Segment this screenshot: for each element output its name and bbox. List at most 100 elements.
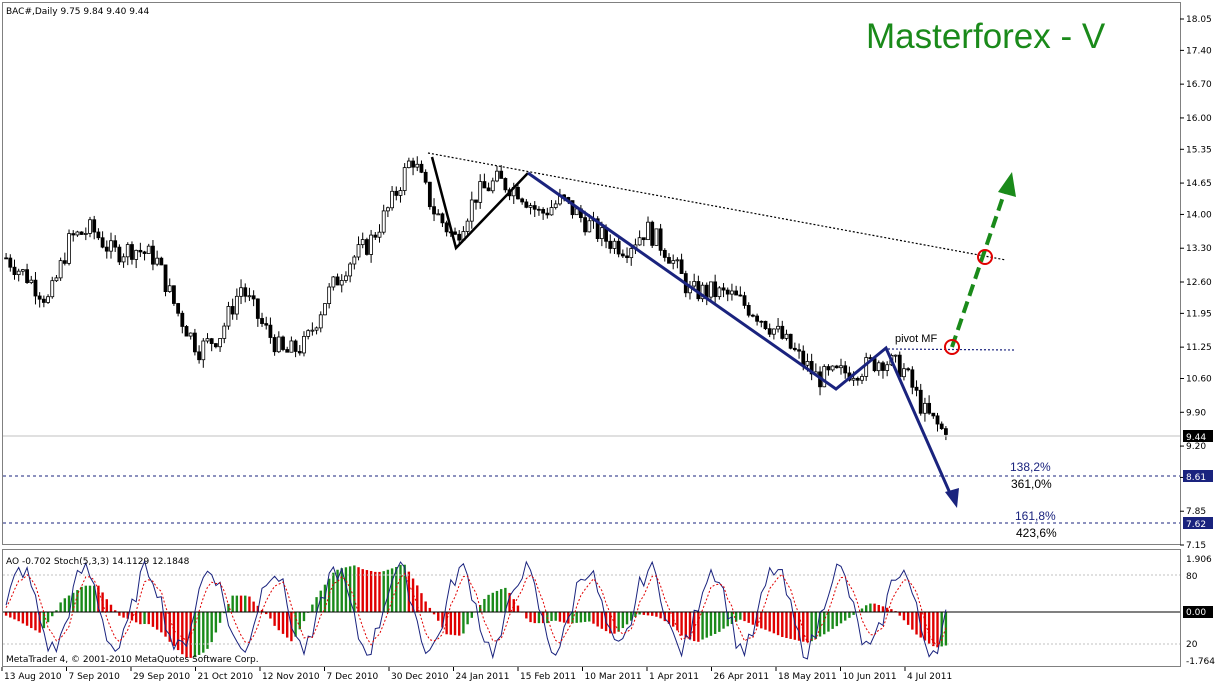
ao-bar — [571, 612, 574, 624]
candle-body — [192, 332, 197, 353]
candle-body — [885, 364, 890, 371]
candle-body — [29, 279, 34, 283]
stoch-d-line — [5, 572, 947, 648]
candle-body — [944, 428, 948, 435]
ao-bar — [327, 578, 331, 612]
candle-body — [453, 231, 457, 235]
candle-body — [356, 244, 361, 258]
ao-bar — [214, 612, 218, 633]
candle-body — [771, 328, 776, 335]
ao-bar — [453, 612, 457, 636]
ao-bar — [59, 602, 62, 612]
candle-body — [222, 325, 227, 339]
candle-body — [809, 361, 814, 375]
candle-body — [318, 314, 323, 329]
candle-body — [113, 240, 118, 248]
candle-body — [767, 328, 772, 335]
ao-bar — [84, 585, 88, 612]
ao-bar — [760, 612, 763, 629]
candle-body — [742, 295, 747, 306]
ao-bar — [579, 612, 583, 623]
candle-body — [751, 314, 755, 317]
candle-body — [255, 298, 260, 319]
candle-body — [67, 233, 71, 264]
ao-bar — [739, 612, 742, 620]
ao-bar — [642, 612, 646, 615]
candle-body — [490, 180, 495, 192]
ind-tick-1: 1.906 — [1186, 555, 1212, 565]
x-tick-label: 15 Feb 2011 — [520, 672, 576, 682]
candle-body — [482, 181, 487, 189]
ao-bar — [906, 612, 910, 625]
ao-bar — [294, 612, 297, 637]
candle-body — [377, 231, 382, 238]
ao-bar — [537, 612, 541, 624]
ao-bar — [525, 612, 528, 619]
ao-bar — [478, 604, 482, 612]
copyright-text: MetaTrader 4, © 2001-2010 MetaQuotes Sof… — [6, 655, 259, 665]
candle-body — [297, 351, 302, 354]
ao-bar — [776, 612, 780, 636]
ao-bar — [46, 612, 50, 623]
ao-bar — [332, 572, 335, 612]
candle-body — [637, 237, 642, 246]
x-tick-label: 10 Mar 2011 — [585, 672, 642, 682]
y-tick-label: 14.65 — [1186, 179, 1212, 189]
level-1-ext-a: 138,2% — [1010, 460, 1051, 474]
y-tick-label: 7.85 — [1186, 507, 1206, 517]
ao-bar — [932, 612, 935, 647]
ao-bar — [353, 565, 356, 612]
current-price-badge: 9.44 — [1186, 433, 1206, 443]
x-axis: 13 Aug 2010 7 Sep 2010 29 Sep 2010 21 Oct 2… — [1, 667, 952, 682]
candle-body — [75, 231, 80, 236]
y-tick-label: 12.60 — [1186, 278, 1212, 288]
candle-body — [71, 233, 76, 236]
ao-bar — [210, 612, 213, 643]
ao-bar — [483, 598, 486, 612]
ao-bar — [432, 612, 436, 615]
candle-body — [125, 244, 130, 258]
candle-body — [4, 257, 8, 260]
ao-bar — [823, 612, 826, 635]
candle-body — [763, 320, 768, 330]
candle-body — [180, 312, 185, 327]
ao-bar — [386, 569, 390, 612]
ao-bar — [407, 571, 411, 612]
x-tick-label: 13 Aug 2010 — [4, 672, 62, 682]
ao-bar — [709, 612, 713, 636]
ao-bar — [747, 612, 750, 623]
x-tick-label: 12 Nov 2010 — [262, 672, 320, 682]
ind-tick-4: 20 — [1186, 640, 1198, 650]
candle-body — [658, 228, 663, 251]
candle-body — [41, 298, 46, 303]
pivot-label: pivot MF — [895, 333, 937, 345]
ao-bar — [923, 612, 927, 641]
candle-body — [629, 248, 634, 259]
y-tick-label: 14.00 — [1186, 210, 1212, 220]
candle-body — [50, 280, 55, 298]
ao-bar — [466, 612, 469, 625]
ao-bar — [495, 590, 499, 612]
candle-body — [327, 286, 332, 305]
candle-body — [302, 335, 306, 354]
candle-body — [339, 280, 344, 286]
candle-body — [784, 333, 789, 339]
ao-bar — [235, 595, 239, 612]
trendline — [427, 152, 1007, 261]
ao-bar — [911, 612, 914, 630]
ao-bar — [688, 612, 692, 640]
candle-body — [419, 163, 424, 173]
candle-body — [650, 221, 655, 246]
ao-bar — [231, 595, 234, 612]
level-2-badge-bg — [1183, 517, 1213, 529]
y-tick-label: 9.90 — [1186, 408, 1206, 418]
level-1-badge-bg — [1183, 470, 1213, 482]
ao-bar — [634, 612, 637, 618]
candle-body — [104, 246, 109, 252]
candle-body — [671, 260, 676, 264]
ao-bar — [281, 612, 285, 634]
ao-bar — [227, 603, 230, 612]
ao-bar — [802, 612, 805, 642]
ao-bar — [218, 612, 222, 623]
candle-body — [608, 240, 613, 249]
